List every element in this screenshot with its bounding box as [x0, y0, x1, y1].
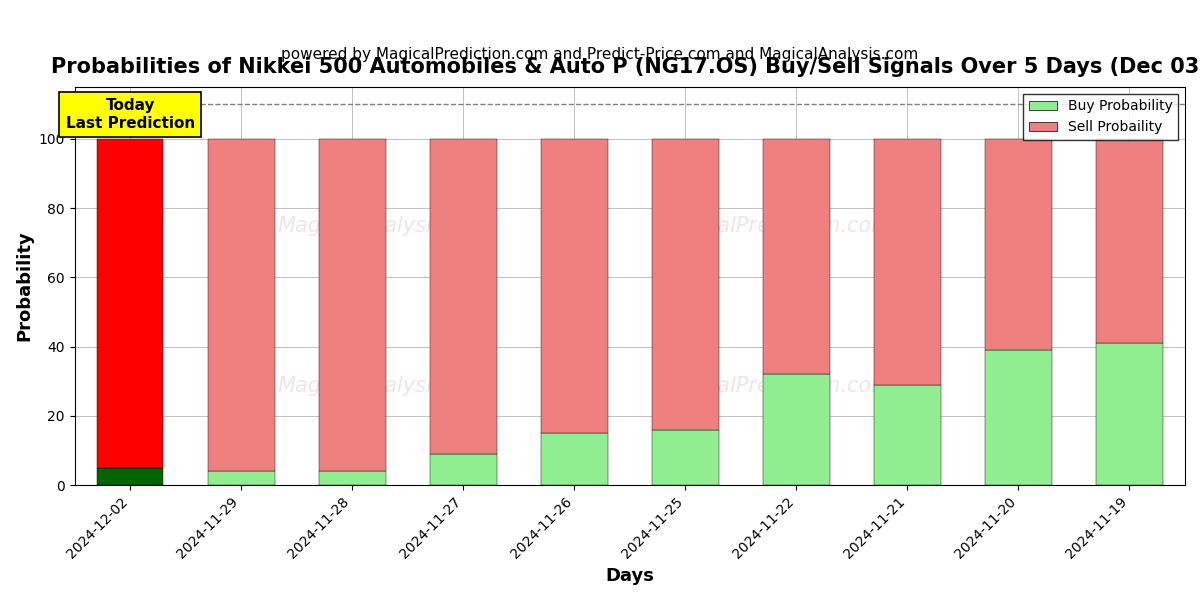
Text: MagicalAnalysis.com: MagicalAnalysis.com	[277, 216, 494, 236]
Bar	[97, 468, 163, 485]
Bar	[763, 374, 829, 485]
Bar	[985, 350, 1051, 485]
Bar	[208, 139, 275, 471]
Text: MagicalPrediction.com: MagicalPrediction.com	[656, 216, 892, 236]
Bar	[541, 433, 607, 485]
Text: MagicalPrediction.com: MagicalPrediction.com	[656, 376, 892, 395]
Title: Probabilities of Nikkei 500 Automobiles & Auto P (NG17.OS) Buy/Sell Signals Over: Probabilities of Nikkei 500 Automobiles …	[50, 57, 1200, 77]
Bar	[319, 471, 385, 485]
Legend: Buy Probability, Sell Probaility: Buy Probability, Sell Probaility	[1024, 94, 1178, 140]
Bar	[541, 139, 607, 433]
Y-axis label: Probability: Probability	[16, 230, 34, 341]
Bar	[1096, 343, 1163, 485]
Bar	[1096, 139, 1163, 343]
Bar	[97, 139, 163, 468]
Bar	[985, 139, 1051, 350]
Bar	[652, 430, 719, 485]
Bar	[874, 385, 941, 485]
Bar	[763, 139, 829, 374]
Bar	[652, 139, 719, 430]
Bar	[430, 454, 497, 485]
Text: Today
Last Prediction: Today Last Prediction	[66, 98, 194, 131]
Bar	[319, 139, 385, 471]
Bar	[874, 139, 941, 385]
Text: MagicalAnalysis.com: MagicalAnalysis.com	[277, 376, 494, 395]
Text: powered by MagicalPrediction.com and Predict-Price.com and MagicalAnalysis.com: powered by MagicalPrediction.com and Pre…	[281, 46, 919, 61]
Bar	[208, 471, 275, 485]
Bar	[430, 139, 497, 454]
X-axis label: Days: Days	[605, 567, 654, 585]
